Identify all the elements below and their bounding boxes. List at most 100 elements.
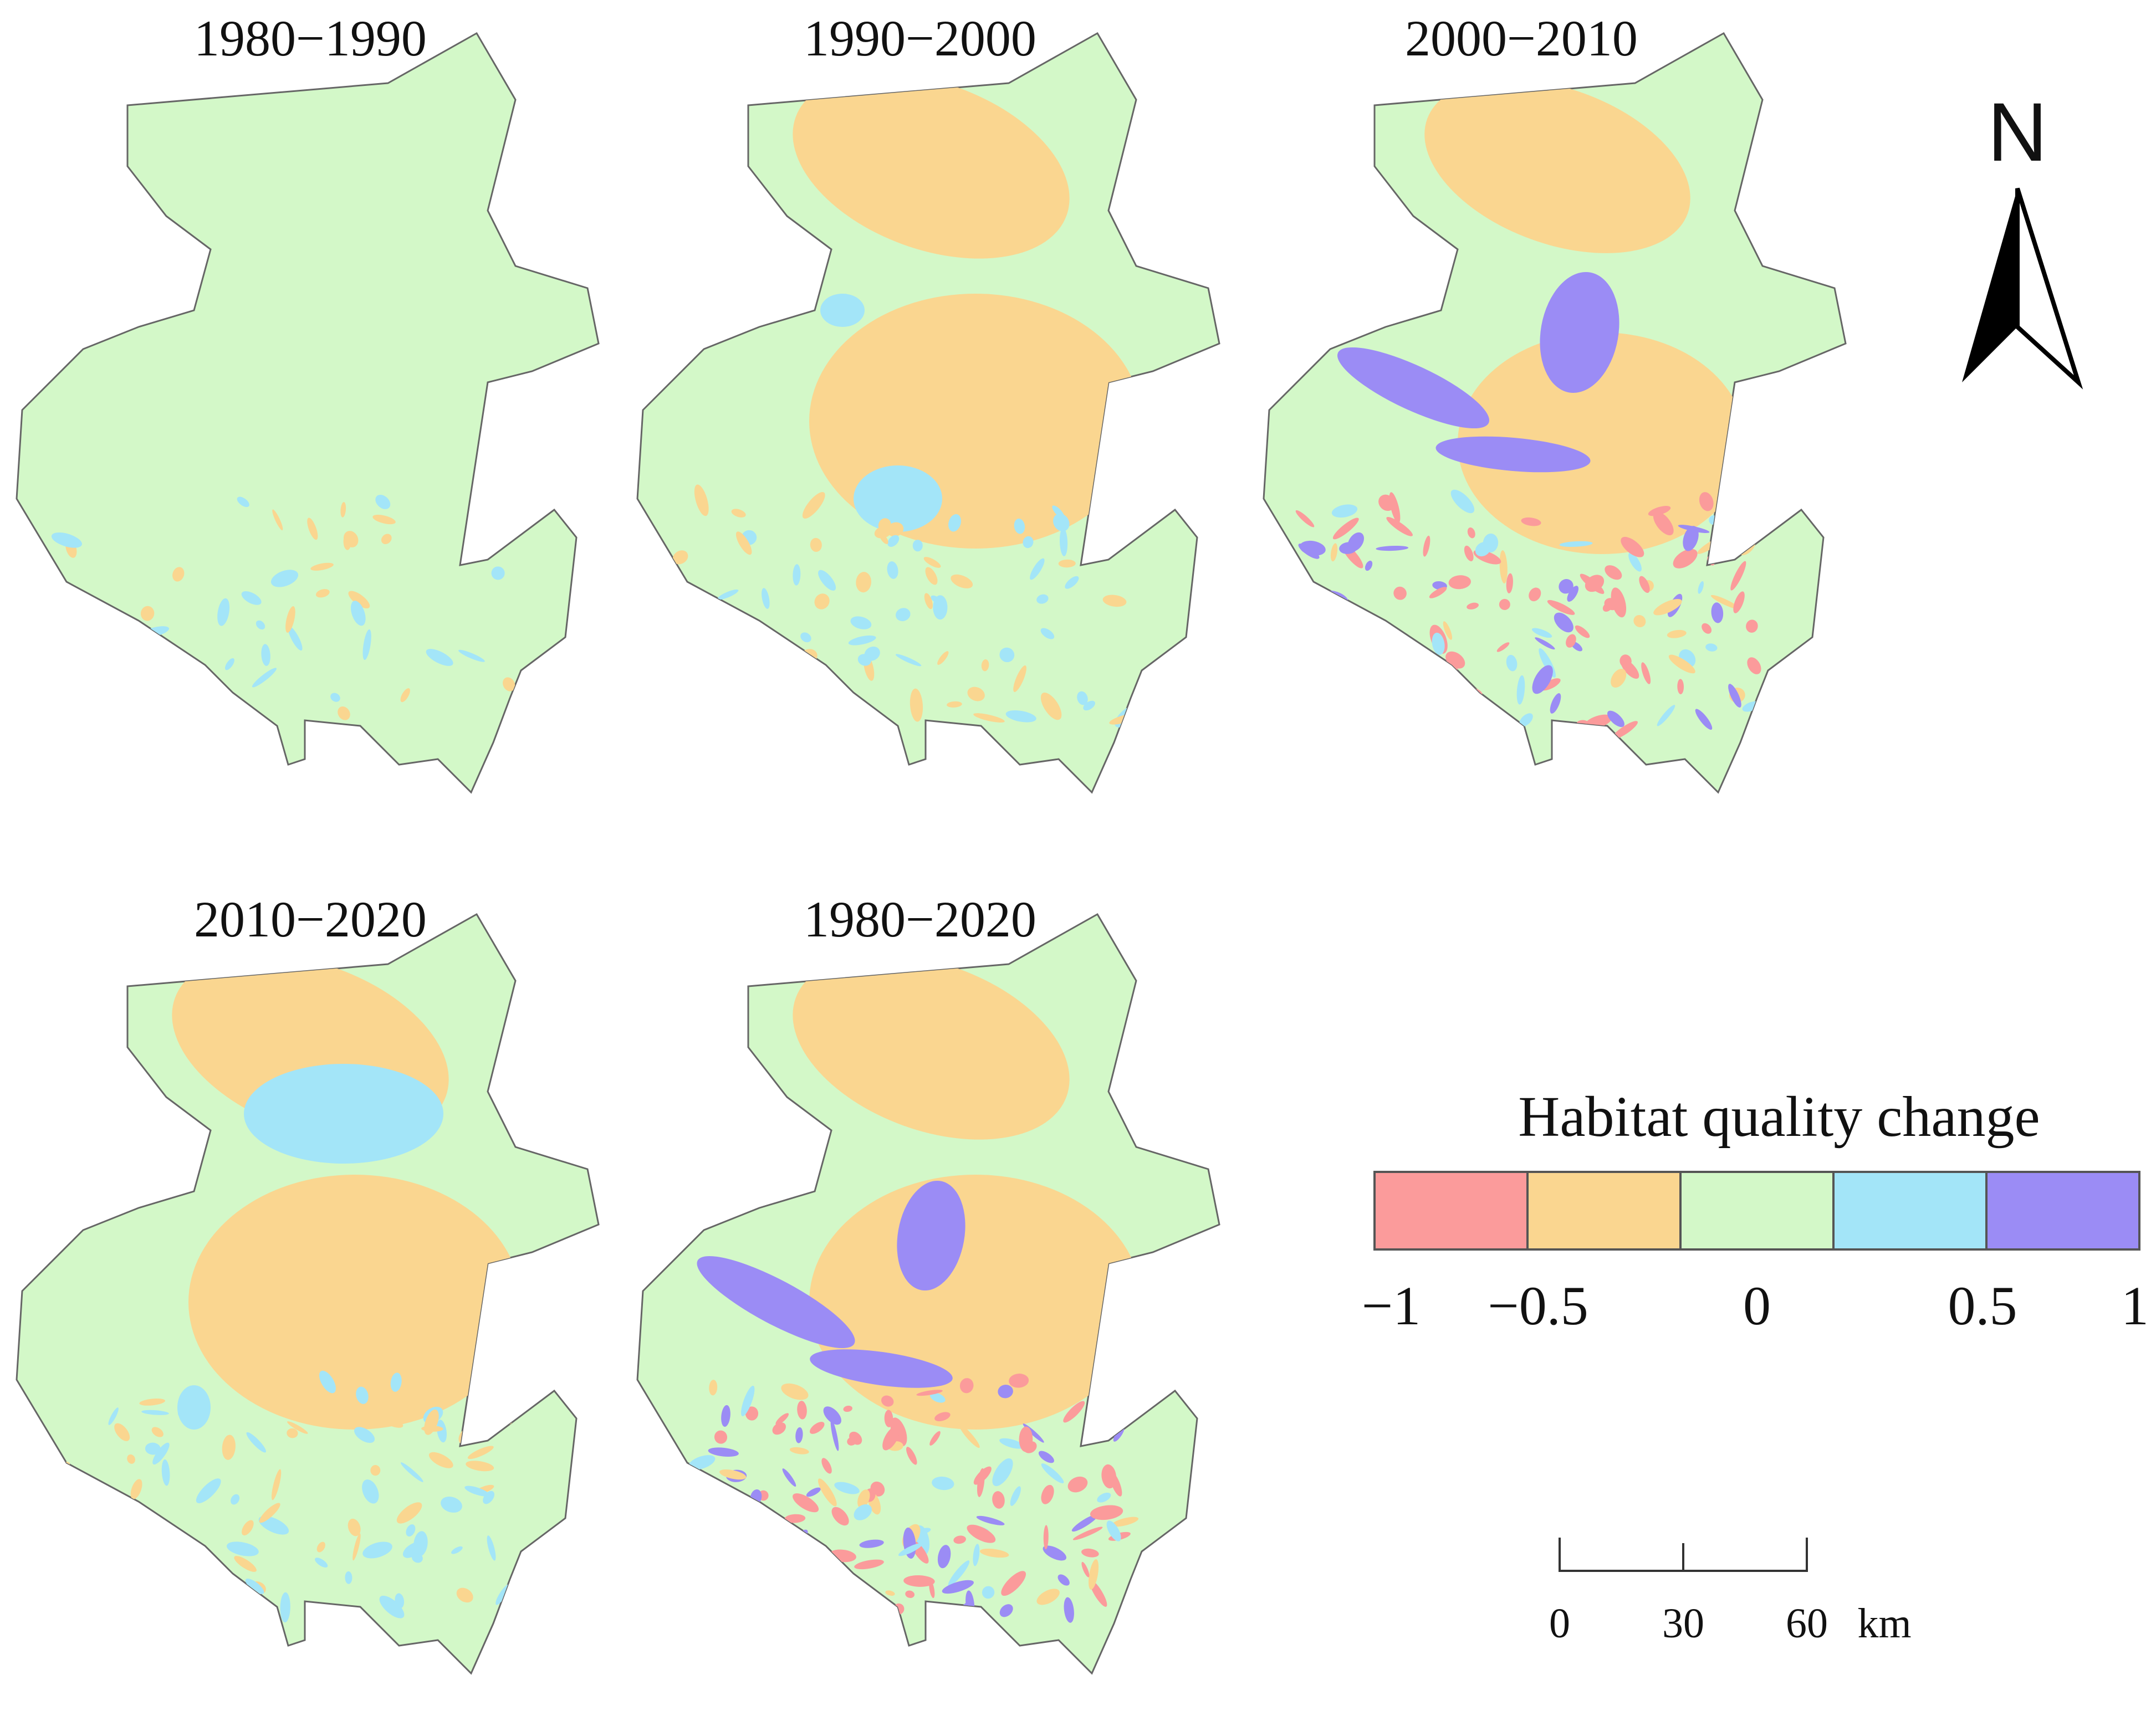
change-patch	[1677, 679, 1684, 695]
change-patch	[1370, 641, 1388, 660]
change-patch	[464, 1486, 489, 1497]
change-patch	[1657, 705, 1675, 726]
change-patch	[1532, 665, 1553, 694]
change-patch	[1506, 654, 1518, 672]
change-patch	[942, 1580, 974, 1594]
change-patch	[1071, 1514, 1098, 1532]
change-patch	[402, 1541, 423, 1558]
change-patch	[1298, 712, 1314, 733]
legend-swatch-2	[1679, 1171, 1835, 1251]
change-patch	[1529, 587, 1541, 602]
change-patch	[897, 1180, 965, 1291]
change-patch	[1633, 614, 1646, 628]
change-patch	[307, 518, 318, 540]
change-patch	[466, 1461, 494, 1472]
change-patch	[847, 1437, 857, 1446]
change-patch	[1695, 709, 1713, 730]
change-patch	[772, 1422, 786, 1435]
change-patch	[884, 1410, 893, 1427]
change-patch	[1414, 715, 1433, 742]
change-patch	[887, 561, 898, 579]
change-patch	[426, 649, 453, 666]
change-patch	[246, 1432, 267, 1453]
change-patch	[1072, 1527, 1103, 1540]
region-map	[636, 32, 1220, 793]
change-patch	[697, 1256, 855, 1349]
change-patch	[879, 533, 888, 544]
change-patch	[280, 1592, 290, 1623]
change-patch	[315, 1558, 328, 1568]
legend-tick-label: −0.5	[1488, 1275, 1588, 1336]
change-patch	[1612, 721, 1638, 740]
change-patch	[456, 1587, 473, 1603]
change-patch	[834, 1582, 846, 1610]
change-patch	[719, 1557, 750, 1570]
change-patch	[141, 1410, 169, 1415]
change-patch	[1322, 647, 1335, 660]
change-patch	[1411, 717, 1428, 724]
change-patch	[1019, 1426, 1033, 1452]
north-arrow-right-half	[2015, 187, 2083, 390]
change-patch	[837, 706, 850, 728]
change-patch	[1001, 1571, 1026, 1596]
change-patch	[352, 1533, 361, 1561]
change-patch	[1038, 1451, 1054, 1463]
change-patch	[343, 534, 351, 550]
change-patch	[129, 1518, 154, 1529]
change-patch	[1337, 347, 1489, 429]
change-patch	[372, 514, 396, 525]
change-patch	[354, 1427, 375, 1443]
change-patch	[1339, 542, 1357, 554]
change-patch	[214, 1597, 229, 1615]
change-patch	[224, 658, 234, 670]
change-patch	[1605, 565, 1622, 580]
map-panel-1980-1990: 1980−1990	[16, 10, 600, 793]
change-patch	[1431, 696, 1459, 709]
change-patch	[1710, 595, 1740, 609]
legend-tick-label: −1	[1362, 1275, 1421, 1336]
change-patch	[467, 1446, 494, 1459]
change-patch	[887, 522, 904, 537]
change-patch	[698, 1554, 716, 1582]
change-patch	[800, 632, 811, 643]
change-patch	[782, 1468, 796, 1487]
change-patch	[137, 1589, 154, 1604]
change-patch	[791, 1529, 808, 1546]
change-patch	[1330, 543, 1338, 562]
change-patch	[157, 703, 175, 725]
change-patch	[1550, 693, 1561, 714]
change-patch	[1535, 637, 1555, 650]
change-patch	[72, 629, 102, 647]
change-patch	[905, 1590, 915, 1598]
change-patch	[362, 1541, 392, 1559]
change-patch	[503, 677, 515, 692]
change-patch	[951, 574, 973, 588]
scale-bar-label: 0	[1549, 1600, 1570, 1647]
change-patch	[1575, 625, 1590, 638]
change-patch	[906, 1447, 917, 1465]
change-patch	[92, 1533, 110, 1556]
change-patch	[53, 701, 67, 728]
change-patch	[810, 537, 822, 552]
change-patch	[1554, 612, 1573, 633]
change-patch	[859, 1539, 884, 1548]
change-patch	[1738, 519, 1750, 532]
change-patch	[108, 1599, 122, 1614]
change-patch	[1667, 629, 1687, 638]
change-patch	[703, 682, 717, 714]
change-patch	[1427, 660, 1439, 669]
change-patch	[1531, 628, 1552, 638]
change-patch	[1602, 602, 1612, 612]
change-patch	[1404, 680, 1428, 687]
change-patch	[999, 1438, 1024, 1449]
change-patch	[937, 651, 949, 665]
map-panel-2000-2010: 2000−2010	[1263, 10, 1847, 793]
change-patch	[1653, 598, 1682, 616]
change-patch	[428, 1452, 453, 1468]
change-patch	[793, 1493, 819, 1513]
change-patch	[375, 494, 391, 509]
change-patch	[773, 716, 785, 733]
change-patch	[1730, 561, 1746, 591]
change-patch	[1547, 600, 1575, 615]
change-patch	[1469, 717, 1483, 730]
